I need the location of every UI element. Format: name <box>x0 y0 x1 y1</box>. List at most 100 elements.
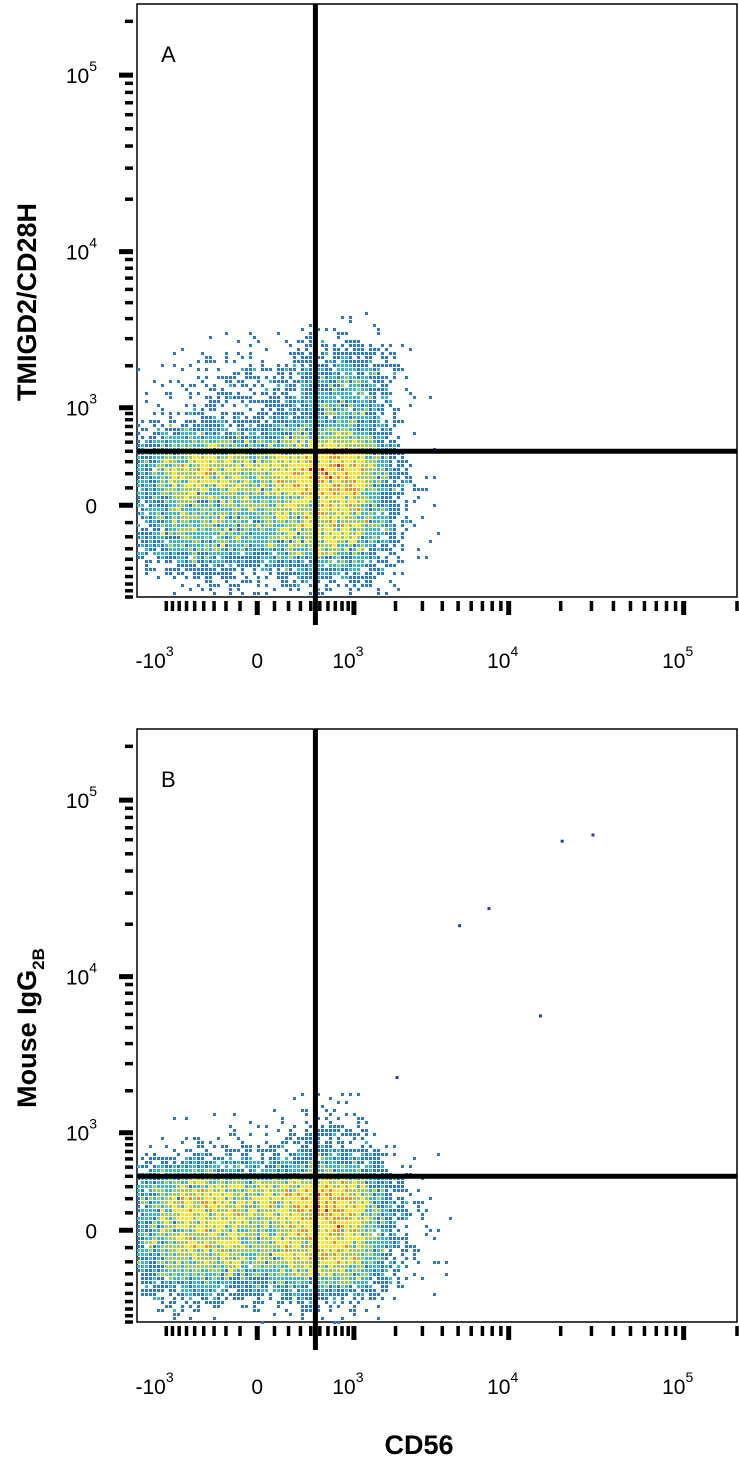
y-axis-title: TMIGD2/CD28H <box>12 203 42 401</box>
event-pixel <box>265 1213 268 1216</box>
event-pixel <box>161 472 164 475</box>
event-pixel <box>297 1185 300 1188</box>
event-pixel <box>321 1229 324 1232</box>
event-pixel <box>253 1181 256 1184</box>
event-pixel <box>137 1233 140 1236</box>
event-pixel <box>233 416 236 419</box>
event-pixel <box>361 520 364 523</box>
event-pixel <box>245 1149 248 1152</box>
event-pixel <box>341 500 344 503</box>
event-pixel <box>169 1245 172 1248</box>
event-pixel <box>141 492 144 495</box>
event-pixel <box>297 372 300 375</box>
event-pixel <box>341 524 344 527</box>
event-pixel <box>277 420 280 423</box>
event-pixel <box>329 532 332 535</box>
event-pixel <box>365 428 368 431</box>
event-pixel <box>301 524 304 527</box>
event-pixel <box>169 504 172 507</box>
event-pixel <box>305 1225 308 1228</box>
event-pixel <box>161 1201 164 1204</box>
event-pixel <box>421 1201 424 1204</box>
event-pixel <box>165 468 168 471</box>
event-pixel <box>253 392 256 395</box>
event-pixel <box>229 1229 232 1232</box>
event-pixel <box>333 1169 336 1172</box>
event-pixel <box>293 520 296 523</box>
event-pixel <box>345 1193 348 1196</box>
event-pixel <box>373 440 376 443</box>
event-pixel <box>341 520 344 523</box>
event-pixel <box>349 404 352 407</box>
event-pixel <box>321 1245 324 1248</box>
event-pixel <box>145 1233 148 1236</box>
event-pixel <box>293 1189 296 1192</box>
event-pixel <box>289 1169 292 1172</box>
event-pixel <box>209 1185 212 1188</box>
event-pixel <box>249 1213 252 1216</box>
event-pixel <box>297 528 300 531</box>
event-pixel <box>373 1133 376 1136</box>
event-pixel <box>309 1225 312 1228</box>
event-pixel <box>245 1233 248 1236</box>
event-pixel <box>401 1213 404 1216</box>
event-pixel <box>213 424 216 427</box>
event-pixel <box>221 564 224 567</box>
event-pixel <box>397 1229 400 1232</box>
event-pixel <box>389 492 392 495</box>
event-pixel <box>281 432 284 435</box>
event-pixel <box>289 444 292 447</box>
event-pixel <box>229 384 232 387</box>
event-pixel <box>277 1237 280 1240</box>
event-pixel <box>321 540 324 543</box>
event-pixel <box>209 468 212 471</box>
event-pixel <box>417 1189 420 1192</box>
event-pixel <box>321 1133 324 1136</box>
event-pixel <box>357 1093 360 1096</box>
event-pixel <box>165 500 168 503</box>
event-pixel <box>237 1213 240 1216</box>
event-pixel <box>165 1181 168 1184</box>
event-pixel <box>321 424 324 427</box>
event-pixel <box>213 464 216 467</box>
event-pixel <box>273 1225 276 1228</box>
event-pixel <box>349 1245 352 1248</box>
event-pixel <box>165 1213 168 1216</box>
event-pixel <box>293 444 296 447</box>
event-pixel <box>369 1233 372 1236</box>
event-pixel <box>297 1217 300 1220</box>
event-pixel <box>177 556 180 559</box>
event-pixel <box>145 544 148 547</box>
event-pixel <box>305 476 308 479</box>
event-pixel <box>305 1229 308 1232</box>
event-pixel <box>309 396 312 399</box>
event-pixel <box>233 404 236 407</box>
event-pixel <box>261 1241 264 1244</box>
event-pixel <box>145 400 148 403</box>
event-pixel <box>257 592 260 595</box>
event-pixel <box>273 460 276 463</box>
event-pixel <box>321 340 324 343</box>
event-pixel <box>273 524 276 527</box>
event-pixel <box>137 496 140 499</box>
event-pixel <box>377 436 380 439</box>
event-pixel <box>305 344 308 347</box>
event-pixel <box>365 420 368 423</box>
event-pixel <box>349 568 352 571</box>
event-pixel <box>333 428 336 431</box>
event-pixel <box>201 532 204 535</box>
event-pixel <box>265 552 268 555</box>
event-pixel <box>185 1225 188 1228</box>
event-pixel <box>337 348 340 351</box>
event-pixel <box>149 532 152 535</box>
event-pixel <box>401 1185 404 1188</box>
event-pixel <box>205 536 208 539</box>
event-pixel <box>337 484 340 487</box>
event-pixel <box>297 464 300 467</box>
event-pixel <box>205 472 208 475</box>
event-pixel <box>325 328 328 331</box>
event-pixel <box>349 412 352 415</box>
event-pixel <box>301 352 304 355</box>
event-pixel <box>153 432 156 435</box>
event-pixel <box>229 584 232 587</box>
